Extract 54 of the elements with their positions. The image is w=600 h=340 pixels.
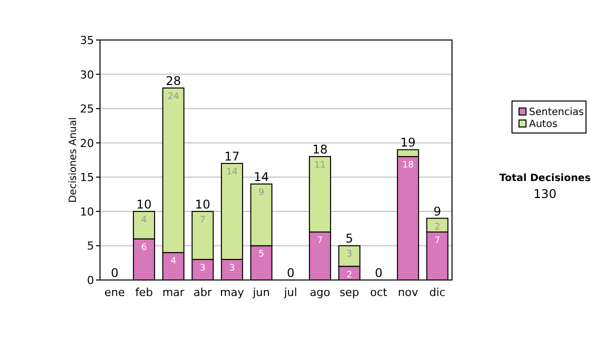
data-label: 2 — [346, 270, 352, 280]
data-label: 18 — [402, 160, 414, 171]
data-label: 3 — [346, 250, 352, 260]
x-tick-label: nov — [398, 286, 419, 299]
y-tick-label: 35 — [80, 34, 94, 47]
data-label: 7 — [317, 236, 323, 246]
y-tick-label: 25 — [80, 102, 94, 116]
data-label: 3 — [229, 263, 235, 274]
y-tick-label: 5 — [87, 240, 94, 253]
total-label: 9 — [434, 204, 442, 218]
text: 130 — [534, 187, 556, 201]
total-label: 10 — [136, 197, 152, 212]
x-tick-label: feb — [135, 286, 153, 299]
x-tick-label: ago — [310, 286, 330, 299]
total-label: 5 — [346, 232, 354, 246]
data-label: 7 — [200, 215, 206, 226]
total-label: 0 — [110, 266, 118, 280]
data-label: 7 — [434, 236, 440, 246]
x-tick-label: jul — [283, 286, 298, 299]
total-label: 28 — [166, 74, 181, 88]
data-label: 2 — [434, 222, 440, 232]
y-tick-label: 15 — [80, 171, 94, 184]
legend-label: Autos — [529, 119, 558, 130]
data-label: 11 — [314, 160, 326, 171]
total-label: 0 — [374, 266, 382, 280]
x-tick-label: may — [220, 286, 244, 299]
data-label: 24 — [168, 92, 180, 102]
y-tick-label: 0 — [87, 274, 94, 287]
data-label: 3 — [200, 263, 206, 274]
y-tick-label: 10 — [80, 205, 94, 218]
y-tick-label: 30 — [80, 68, 94, 82]
data-label: 5 — [258, 250, 264, 260]
data-label: 6 — [141, 242, 148, 253]
x-tick-label: abr — [194, 286, 212, 299]
total-label: 17 — [224, 149, 240, 164]
data-label: 14 — [226, 167, 238, 178]
x-tick-label: ene — [104, 286, 126, 299]
x-tick-label: sep — [340, 286, 360, 299]
total-label: 18 — [312, 142, 328, 157]
data-label: 9 — [258, 188, 264, 198]
x-tick-label: oct — [370, 286, 388, 299]
data-label: 4 — [170, 256, 176, 267]
total-label: 19 — [400, 136, 416, 150]
y-tick-label: 20 — [80, 136, 94, 150]
total-label: 0 — [286, 266, 294, 280]
y-axis-title: Decisiones Anual — [68, 117, 79, 203]
x-tick-label: jun — [252, 286, 270, 299]
legend-label: Sentencias — [529, 107, 584, 118]
total-label: 10 — [195, 197, 210, 212]
data-label: 4 — [141, 215, 148, 226]
x-tick-label: mar — [162, 286, 185, 299]
total-label: 14 — [254, 170, 269, 184]
x-tick-label: dic — [429, 286, 446, 299]
text: Total Decisiones — [499, 173, 591, 184]
